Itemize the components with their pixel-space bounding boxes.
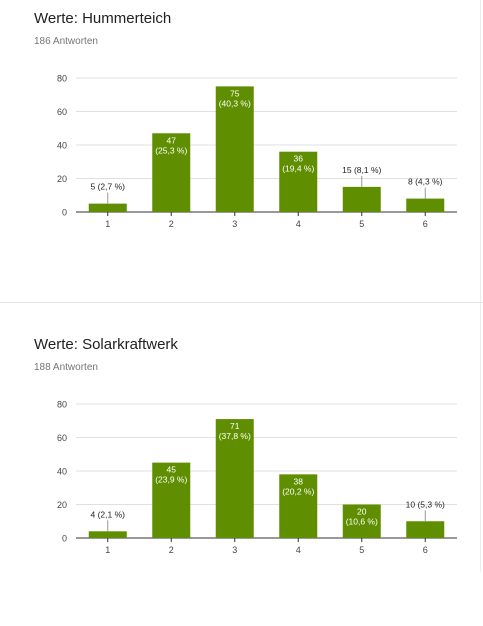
right-edge-rule: [480, 0, 481, 572]
card-separator: [0, 302, 483, 303]
bar: [152, 462, 191, 538]
y-tick-label: 60: [57, 433, 67, 443]
chart-svg: 0 20 40 60 80 1 5 (2,7 %) 2 47(25,3 %) 3 75(40,3 %…: [57, 74, 457, 229]
x-tick-label: 5: [359, 545, 364, 555]
bar: [88, 203, 127, 212]
data-label: 20: [357, 507, 367, 517]
data-label: (20,2 %): [282, 486, 314, 496]
card-title: Werte: Solarkraftwerk: [34, 336, 178, 353]
x-tick-label: 6: [423, 545, 428, 555]
x-tick-label: 3: [232, 219, 237, 229]
x-tick-label: 4: [296, 545, 301, 555]
data-label: (40,3 %): [219, 98, 251, 108]
data-label: (10,6 %): [346, 517, 378, 527]
bar: [215, 86, 254, 212]
x-tick-label: 5: [359, 219, 364, 229]
y-tick-label: 20: [57, 174, 67, 184]
data-label: 45: [167, 465, 177, 475]
bar: [406, 521, 445, 538]
data-label: 47: [167, 135, 177, 145]
data-label: 8 (4,3 %): [408, 177, 443, 187]
bar: [152, 133, 191, 212]
bar: [406, 198, 445, 212]
x-tick-label: 2: [169, 219, 174, 229]
y-tick-label: 80: [57, 400, 67, 410]
y-tick-label: 0: [62, 534, 67, 544]
page: { "cards": [ { "title": "Werte: Hummerte…: [0, 0, 483, 572]
y-tick-label: 0: [62, 208, 67, 218]
response-count: 186 Antworten: [34, 36, 98, 47]
bar-chart: 0 20 40 60 80 1 5 (2,7 %) 2 47 (25,3 %) 3 75 (40,3 %…: [0, 68, 483, 238]
x-tick-label: 3: [232, 545, 237, 555]
y-tick-label: 20: [57, 500, 67, 510]
y-tick-label: 80: [57, 74, 67, 84]
chart-card-hummerteich: Werte: Hummerteich 186 Antworten 0 20 40 60…: [0, 0, 483, 300]
y-tick-label: 40: [57, 141, 67, 151]
y-tick-label: 40: [57, 467, 67, 477]
data-label: 15 (8,1 %): [342, 165, 381, 175]
bar: [215, 419, 254, 538]
x-tick-label: 2: [169, 545, 174, 555]
data-label: 4 (2,1 %): [91, 509, 126, 519]
y-tick-label: 60: [57, 107, 67, 117]
bar: [342, 186, 381, 212]
data-label: 36: [294, 154, 304, 164]
bar: [88, 531, 127, 538]
x-tick-label: 1: [105, 219, 110, 229]
bar-chart: 0 20 40 60 80 1 4 (2,1 %) 2 45 (23,9 %) 3 71 (37,8 %…: [0, 394, 483, 564]
data-label: 5 (2,7 %): [91, 182, 126, 192]
data-label: 38: [294, 476, 304, 486]
data-label: (25,3 %): [155, 145, 187, 155]
card-title: Werte: Hummerteich: [34, 10, 172, 27]
data-label: 75: [230, 88, 240, 98]
bar: [342, 504, 381, 538]
x-tick-label: 1: [105, 545, 110, 555]
x-tick-label: 4: [296, 219, 301, 229]
data-label: (37,8 %): [219, 431, 251, 441]
data-label: 10 (5,3 %): [406, 499, 445, 509]
chart-card-solarkraftwerk: Werte: Solarkraftwerk 188 Antworten 0 20 4…: [0, 326, 483, 626]
bar: [279, 474, 318, 538]
bar: [279, 151, 318, 212]
data-label: (19,4 %): [282, 164, 314, 174]
x-tick-label: 6: [423, 219, 428, 229]
data-label: 71: [230, 421, 240, 431]
response-count: 188 Antworten: [34, 362, 98, 373]
data-label: (23,9 %): [155, 475, 187, 485]
